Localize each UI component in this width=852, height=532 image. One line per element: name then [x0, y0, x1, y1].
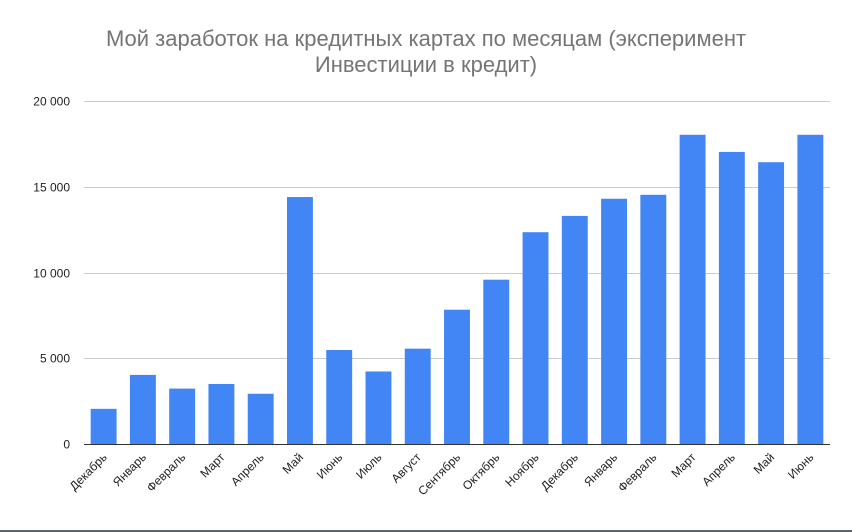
x-tick-label: Июнь: [785, 450, 816, 481]
bar: [561, 215, 588, 444]
x-tick-label: Февраль: [144, 450, 188, 494]
x-tick-label: Ноябрь: [502, 450, 541, 489]
bar: [90, 408, 117, 444]
bar: [522, 232, 549, 444]
bar: [679, 134, 706, 445]
x-tick-label: Март: [668, 450, 699, 481]
x-tick-label: Июль: [353, 450, 385, 482]
bar: [797, 134, 824, 445]
chart-title: Мой заработок на кредитных картах по мес…: [0, 26, 852, 78]
bar: [404, 348, 431, 444]
x-tick-label: Январь: [581, 450, 620, 489]
bar: [718, 151, 745, 444]
y-tick-label: 15 000: [33, 181, 70, 195]
x-tick-label: Апрель: [228, 450, 267, 489]
x-tick-label: Декабрь: [538, 450, 581, 493]
x-tick-label: Май: [280, 450, 307, 477]
y-tick-label: 20 000: [33, 95, 70, 109]
x-tick-label: Август: [388, 450, 424, 486]
x-tick-label: Декабрь: [67, 450, 110, 493]
y-tick-label: 0: [63, 438, 70, 452]
bar: [365, 371, 392, 444]
x-tick-label: Март: [197, 450, 228, 481]
y-tick-label: 5 000: [40, 352, 70, 366]
bar: [483, 279, 510, 444]
bar: [444, 309, 470, 444]
x-tick-label: Май: [751, 450, 778, 477]
x-tick-label: Сентябрь: [415, 450, 463, 498]
x-tick-label: Октябрь: [460, 450, 503, 493]
bar: [247, 393, 274, 444]
chart-title-line-2: Инвестиции в кредит): [314, 52, 538, 77]
x-tick-label: Апрель: [699, 450, 738, 489]
x-tick-label: Июнь: [314, 450, 345, 481]
y-tick-label: 10 000: [33, 267, 70, 281]
x-tick-label: Февраль: [615, 450, 659, 494]
bar: [208, 383, 235, 444]
bar: [326, 350, 353, 444]
x-tick-label: Январь: [110, 450, 149, 489]
bar: [286, 197, 313, 444]
bottom-border: [0, 530, 852, 532]
bar: [129, 374, 156, 444]
bar: [640, 194, 667, 444]
bar: [758, 162, 785, 445]
bar: [601, 198, 628, 444]
bar: [169, 388, 196, 444]
chart-title-line-1: Мой заработок на кредитных картах по мес…: [105, 26, 747, 51]
